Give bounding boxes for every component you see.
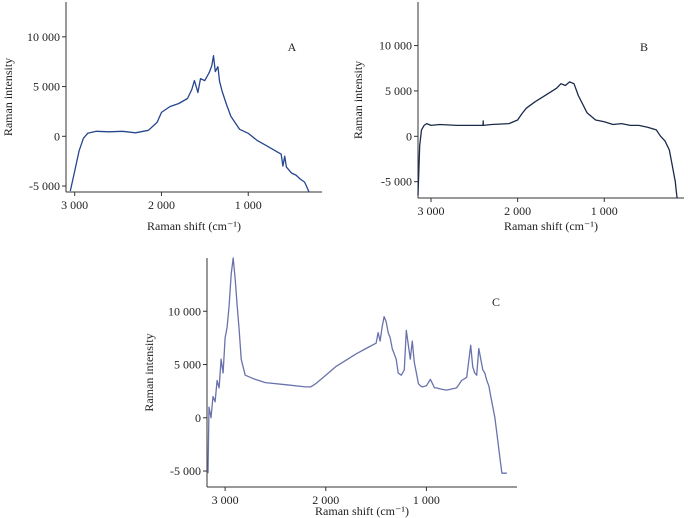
y-tick-label: 0 [406, 129, 412, 143]
panel-label: C [492, 295, 500, 309]
x-tick-label: 2 000 [148, 198, 175, 212]
panel-label: B [640, 40, 648, 54]
y-tick-label: 10 000 [379, 39, 412, 53]
y-tick-label: 5 000 [385, 84, 412, 98]
y-tick-label: 10 000 [27, 30, 60, 44]
x-tick-label: 1 000 [413, 493, 440, 507]
y-tick-label: 5 000 [33, 80, 60, 94]
x-axis-label: Raman shift (cm⁻¹) [315, 504, 409, 518]
y-axis-label: Raman intensity [1, 58, 15, 136]
y-tick-label: 5 000 [174, 358, 201, 372]
y-tick-label: 0 [195, 411, 201, 425]
x-tick-label: 1 000 [591, 204, 618, 218]
y-tick-label: -5 000 [29, 179, 60, 193]
chart-panel-a: -5 000 0 5 000 10 000 3 000 2 000 1 000 Raman s… [1, 2, 322, 233]
x-tick-label: 2 000 [312, 493, 339, 507]
x-tick-label: 3 000 [417, 204, 444, 218]
x-tick-label: 3 000 [61, 198, 88, 212]
x-tick-label: 3 000 [212, 493, 239, 507]
spectrum-line [69, 55, 310, 193]
chart-panel-c: -5 000 0 5 000 10 000 3 000 2 000 1 000 Raman s… [142, 257, 517, 518]
y-tick-label: -5 000 [170, 464, 201, 478]
x-tick-label: 2 000 [504, 204, 531, 218]
panel-label: A [288, 40, 297, 54]
spectrum-line [207, 257, 507, 474]
y-tick-label: -5 000 [381, 175, 412, 189]
x-axis-label: Raman shift (cm⁻¹) [147, 219, 241, 233]
y-axis-label: Raman intensity [142, 333, 156, 411]
spectrum-line [417, 81, 678, 199]
y-tick-label: 10 000 [168, 304, 201, 318]
y-tick-label: 0 [54, 129, 60, 143]
x-tick-label: 1 000 [235, 198, 262, 212]
y-axis-label: Raman intensity [351, 61, 365, 139]
x-axis-label: Raman shift (cm⁻¹) [504, 219, 598, 233]
